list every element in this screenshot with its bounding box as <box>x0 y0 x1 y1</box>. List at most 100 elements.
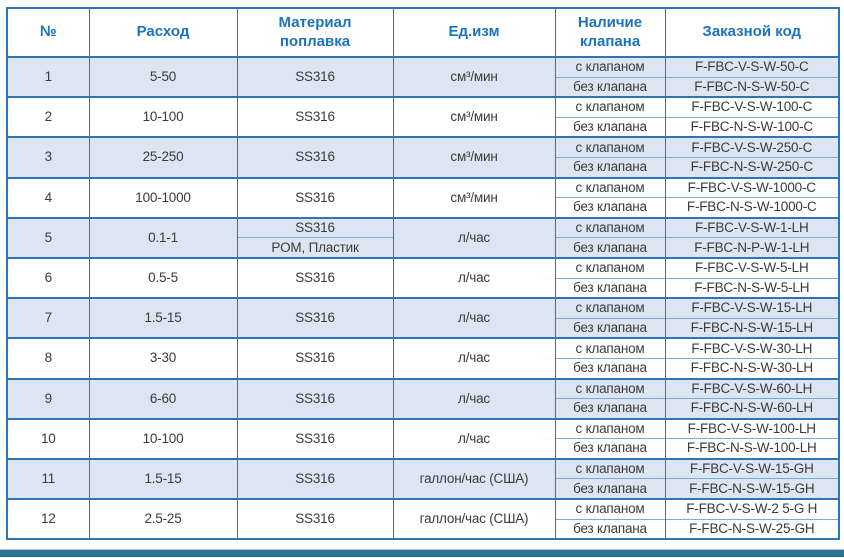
valve-cell: без клапана <box>554 478 666 500</box>
unit-cell: см³/мин <box>392 96 556 138</box>
valve-cell: без клапана <box>554 317 666 339</box>
table-row: 1 5-50 SS316 см³/мин с клапаном F-FBC-V-S-W-5… <box>6 55 840 98</box>
flow-cell: 10-100 <box>88 417 238 459</box>
material-cell: SS316 <box>236 417 394 459</box>
unit-cell: л/час <box>392 417 556 459</box>
valve-cell: с клапаном <box>554 417 666 439</box>
unit-cell: см³/мин <box>392 55 556 98</box>
col-header-number: № <box>6 7 90 58</box>
unit-cell: л/час <box>392 337 556 379</box>
col-header-unit: Ед.изм <box>392 7 556 58</box>
table-subrow: без клапана F-FBC-N-S-W-15-LH <box>7 317 840 339</box>
code-cell: F-FBC-N-S-W-15-GH <box>664 478 840 500</box>
material-cell: SS316 <box>236 96 394 138</box>
code-cell: F-FBC-N-S-W-100-C <box>664 116 840 138</box>
code-cell: F-FBC-V-S-W-50-C <box>664 55 840 78</box>
material-cell: SS316 <box>236 256 394 299</box>
table-header: № Расход Материал поплавка Ед.изм Наличи… <box>6 7 840 58</box>
valve-cell: без клапана <box>554 277 666 299</box>
material-cell: SS316 <box>236 176 394 218</box>
code-cell: F-FBC-V-S-W-100-LH <box>664 417 840 439</box>
num-cell: 10 <box>6 417 90 459</box>
table-row: 12 2.5-25 SS316 галлон/час (США) с клапаном F… <box>6 498 840 540</box>
table-subrow: без клапана F-FBC-N-S-W-25-GH <box>7 518 840 540</box>
code-cell: F-FBC-N-S-W-100-LH <box>664 438 840 459</box>
code-cell: F-FBC-N-S-W-5-LH <box>664 277 840 299</box>
table-row: 11 1.5-15 SS316 галлон/час (США) с клапаном F… <box>6 457 840 500</box>
material-cell: SS316 <box>236 457 394 500</box>
col-header-code: Заказной код <box>664 7 840 58</box>
unit-cell: л/час <box>392 297 556 339</box>
num-cell: 6 <box>6 256 90 299</box>
table-subrow: без клапана F-FBC-N-S-W-1000-C <box>7 197 840 218</box>
flow-cell: 5-50 <box>88 55 238 98</box>
valve-cell: без клапана <box>554 398 666 419</box>
valve-cell: с клапаном <box>554 297 666 319</box>
valve-cell: без клапана <box>554 357 666 379</box>
table-subrow: без клапана F-FBC-N-S-W-5-LH <box>7 277 840 299</box>
material-cell: SS316 <box>236 216 394 238</box>
code-cell: F-FBC-V-S-W-60-LH <box>664 377 840 399</box>
valve-cell: без клапана <box>554 438 666 459</box>
valve-cell: с клапаном <box>554 377 666 399</box>
unit-cell: л/час <box>392 377 556 419</box>
unit-cell: л/час <box>392 216 556 258</box>
code-cell: F-FBC-V-S-W-15-LH <box>664 297 840 319</box>
code-cell: F-FBC-V-S-W-30-LH <box>664 337 840 359</box>
valve-cell: без клапана <box>554 237 666 258</box>
col-header-material: Материал поплавка <box>236 7 394 58</box>
valve-cell: без клапана <box>554 156 666 178</box>
num-cell: 4 <box>6 176 90 218</box>
flowmeter-spec-table: № Расход Материал поплавка Ед.изм Наличи… <box>6 7 840 541</box>
table-subrow: без клапана F-FBC-N-S-W-60-LH <box>7 398 840 419</box>
table-row: 7 1.5-15 SS316 л/час с клапаном F-FBC-V-S-W-1… <box>6 297 840 339</box>
col-header-flow: Расход <box>88 7 238 58</box>
code-cell: F-FBC-V-S-W-1000-C <box>664 176 840 198</box>
valve-cell: с клапаном <box>554 96 666 118</box>
table-row: 2 10-100 SS316 см³/мин с клапаном F-FBC-V-S-W… <box>6 96 840 138</box>
valve-cell: с клапаном <box>554 337 666 359</box>
table-row: 3 25-250 SS316 см³/мин с клапаном F-FBC-V-S-W… <box>6 136 840 178</box>
valve-cell: с клапаном <box>554 216 666 238</box>
flow-cell: 1.5-15 <box>88 457 238 500</box>
flow-cell: 10-100 <box>88 96 238 138</box>
valve-cell: без клапана <box>554 76 666 98</box>
valve-cell: без клапана <box>554 197 666 218</box>
code-cell: F-FBC-N-S-W-1000-C <box>664 197 840 218</box>
unit-cell: галлон/час (США) <box>392 498 556 540</box>
num-cell: 8 <box>6 337 90 379</box>
num-cell: 2 <box>6 96 90 138</box>
table-row: 4 100-1000 SS316 см³/мин с клапаном F-FBC-V-S… <box>6 176 840 218</box>
valve-cell: с клапаном <box>554 176 666 198</box>
unit-cell: см³/мин <box>392 176 556 218</box>
flow-cell: 25-250 <box>88 136 238 178</box>
table-body: 1 5-50 SS316 см³/мин с клапаном F-FBC-V-S-W-5… <box>6 55 840 540</box>
unit-cell: л/час <box>392 256 556 299</box>
code-cell: F-FBC-V-S-W-15-GH <box>664 457 840 479</box>
code-cell: F-FBC-V-S-W-2 5-G H <box>664 498 840 520</box>
code-cell: F-FBC-N-S-W-50-C <box>664 76 840 98</box>
table-subrow: без клапана F-FBC-N-S-W-50-C <box>7 76 840 98</box>
code-cell: F-FBC-V-S-W-250-C <box>664 136 840 158</box>
flow-cell: 0.5-5 <box>88 256 238 299</box>
table-wrapper: № Расход Материал поплавка Ед.изм Наличи… <box>6 7 840 541</box>
flow-cell: 6-60 <box>88 377 238 419</box>
unit-cell: см³/мин <box>392 136 556 178</box>
flow-cell: 100-1000 <box>88 176 238 218</box>
valve-cell: без клапана <box>554 116 666 138</box>
flow-cell: 3-30 <box>88 337 238 379</box>
material-cell: SS316 <box>236 377 394 419</box>
table-row: 8 3-30 SS316 л/час с клапаном F-FBC-V-S-W-30-… <box>6 337 840 379</box>
num-cell: 1 <box>6 55 90 98</box>
header-row: № Расход Материал поплавка Ед.изм Наличи… <box>6 7 840 58</box>
num-cell: 11 <box>6 457 90 500</box>
flow-cell: 2.5-25 <box>88 498 238 540</box>
col-header-valve: Наличие клапана <box>554 7 666 58</box>
unit-cell: галлон/час (США) <box>392 457 556 500</box>
code-cell: F-FBC-V-S-W-5-LH <box>664 256 840 279</box>
num-cell: 12 <box>6 498 90 540</box>
code-cell: F-FBC-V-S-W-100-C <box>664 96 840 118</box>
num-cell: 7 <box>6 297 90 339</box>
code-cell: F-FBC-N-S-W-15-LH <box>664 317 840 339</box>
